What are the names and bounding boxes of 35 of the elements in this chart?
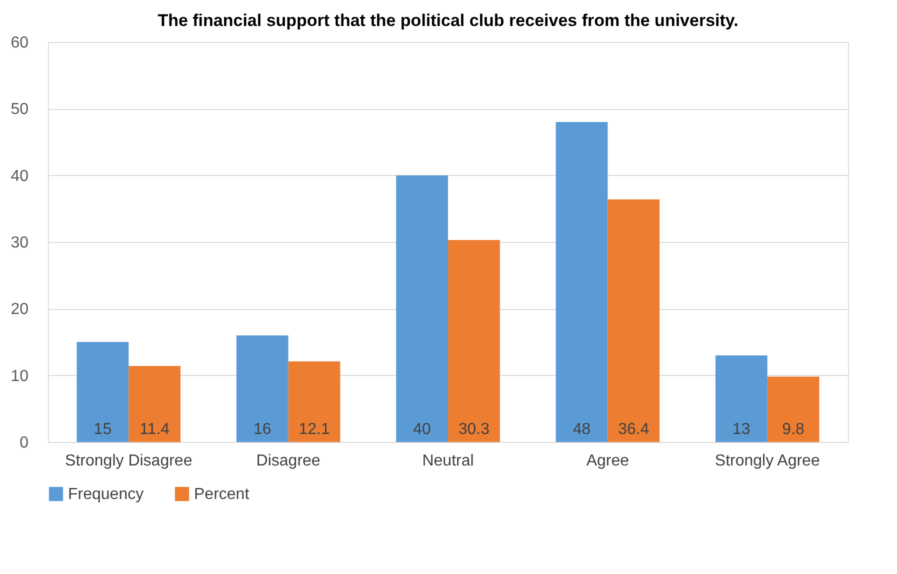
- chart-title: The financial support that the political club receives from the university.: [158, 11, 738, 30]
- x-tick-label: Agree: [586, 452, 630, 470]
- bar: [288, 361, 340, 442]
- bar: [608, 199, 660, 442]
- bar: [715, 355, 768, 442]
- data-label: 16: [253, 421, 272, 438]
- x-tick-label: Neutral: [422, 452, 474, 470]
- y-tick-label: 10: [10, 368, 29, 385]
- data-label: 30.3: [458, 421, 490, 438]
- y-tick-label: 30: [10, 234, 29, 252]
- bar: [556, 122, 608, 442]
- y-tick-label: 0: [20, 434, 29, 452]
- bar: [76, 342, 129, 442]
- data-label: 40: [413, 421, 432, 438]
- data-label: 15: [94, 421, 112, 438]
- bar: [448, 240, 500, 442]
- bar: [128, 366, 181, 442]
- bar: [236, 335, 288, 442]
- y-tick-label: 60: [10, 34, 29, 52]
- y-tick-label: 40: [10, 168, 29, 185]
- legend-label: Frequency: [68, 486, 144, 503]
- data-label: 13: [732, 421, 750, 438]
- y-tick-label: 50: [10, 101, 29, 118]
- data-label: 11.4: [140, 421, 170, 438]
- bar: [396, 175, 448, 442]
- legend-label: Percent: [194, 486, 250, 503]
- data-label: 12.1: [298, 421, 330, 438]
- data-label: 36.4: [618, 421, 650, 438]
- bar: [767, 376, 820, 442]
- x-tick-label: Disagree: [256, 452, 320, 470]
- data-label: 9.8: [782, 421, 805, 438]
- x-tick-label: Strongly Disagree: [65, 452, 192, 470]
- y-tick-label: 20: [10, 301, 29, 318]
- data-label: 48: [572, 421, 591, 438]
- x-tick-label: Strongly Agree: [714, 452, 820, 470]
